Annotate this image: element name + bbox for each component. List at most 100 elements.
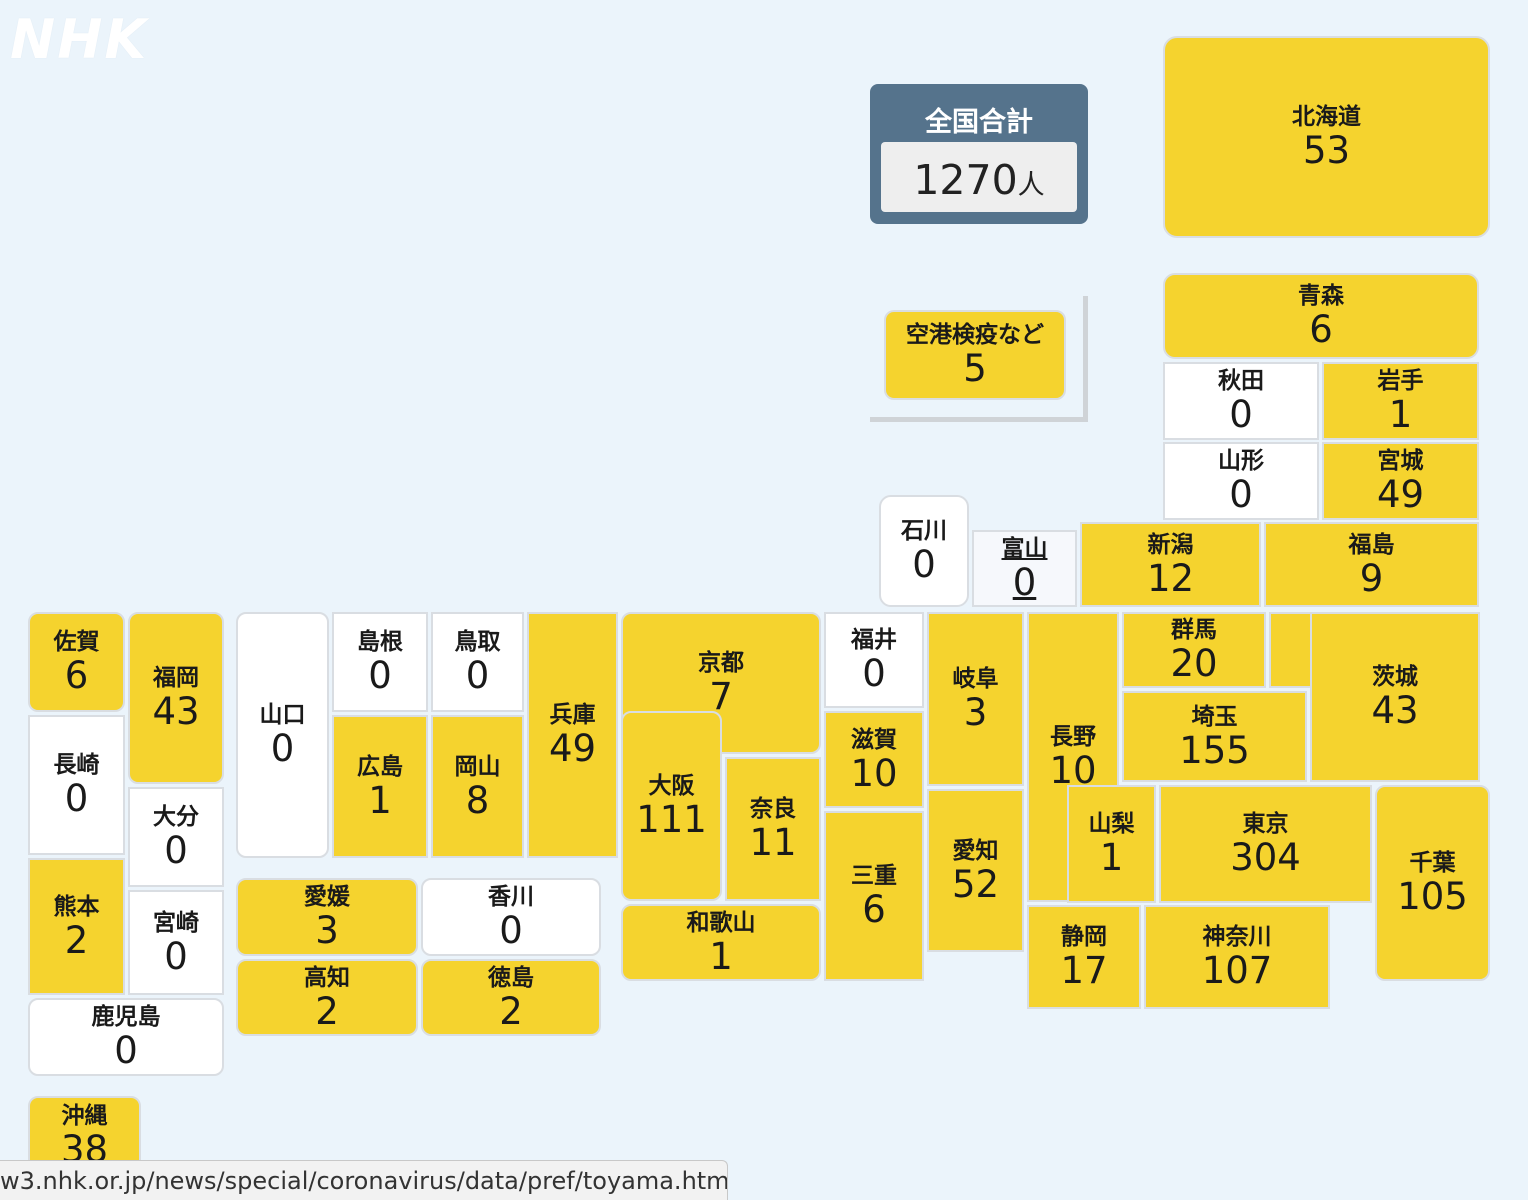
tile-tottori-name: 鳥取 [454, 629, 501, 655]
tile-ishikawa[interactable]: 石川 0 [879, 495, 969, 607]
tile-yamanashi[interactable]: 山梨 1 [1067, 785, 1156, 903]
tile-chiba-name: 千葉 [1409, 850, 1456, 876]
tile-miyazaki[interactable]: 宮崎 0 [128, 890, 224, 995]
tile-aomori[interactable]: 青森 6 [1163, 273, 1479, 359]
tile-tokyo-name: 東京 [1242, 811, 1289, 837]
tile-hiroshima-name: 広島 [357, 753, 403, 780]
tile-kumamoto-count: 2 [64, 918, 89, 962]
tile-shiga-count: 10 [850, 751, 898, 795]
tile-nagasaki-name: 長崎 [53, 752, 100, 778]
tile-tokyo-count: 304 [1230, 836, 1301, 879]
tile-fukuoka[interactable]: 福岡 43 [128, 612, 224, 784]
tile-miyazaki-name: 宮崎 [153, 909, 199, 936]
tile-tokyo[interactable]: 東京 304 [1159, 785, 1372, 903]
tile-kumamoto[interactable]: 熊本 2 [28, 858, 125, 995]
tile-kyoto-name: 京都 [698, 650, 744, 676]
tile-aichi[interactable]: 愛知 52 [927, 789, 1024, 952]
tile-toyama[interactable]: 富山 0 [972, 530, 1077, 607]
tile-gifu[interactable]: 岐阜 3 [927, 612, 1024, 786]
tile-tokushima-name: 徳島 [488, 964, 534, 991]
tile-mie[interactable]: 三重 6 [824, 811, 924, 981]
tile-hiroshima[interactable]: 広島 1 [332, 715, 428, 858]
tile-gunma-count: 20 [1170, 642, 1218, 685]
tile-airport-count: 5 [963, 347, 987, 390]
tile-mie-count: 6 [862, 888, 886, 931]
tile-saga[interactable]: 佐賀 6 [28, 612, 125, 712]
tile-shiga[interactable]: 滋賀 10 [824, 711, 924, 808]
tile-osaka[interactable]: 大阪 111 [621, 711, 722, 901]
tile-hokkaido-name: 北海道 [1292, 104, 1361, 130]
tile-yamagata[interactable]: 山形 0 [1163, 442, 1319, 520]
tile-akita[interactable]: 秋田 0 [1163, 362, 1319, 440]
tile-aomori-count: 6 [1309, 308, 1333, 351]
tile-hyogo-name: 兵庫 [549, 702, 596, 728]
national-total-value: 1270人 [881, 142, 1077, 212]
tile-nagasaki[interactable]: 長崎 0 [28, 715, 125, 855]
tile-ishikawa-count: 0 [912, 543, 936, 586]
tile-ehime-count: 3 [315, 909, 339, 952]
tile-saitama[interactable]: 埼玉 155 [1122, 691, 1307, 782]
tile-yamanashi-count: 1 [1099, 836, 1124, 879]
tile-yamaguchi-count: 0 [270, 727, 295, 770]
tile-osaka-name: 大阪 [648, 773, 695, 799]
tile-hyogo-count: 49 [548, 727, 597, 770]
tile-tottori[interactable]: 鳥取 0 [431, 612, 524, 712]
tile-toyama-count: 0 [1012, 560, 1037, 604]
tile-hokkaido[interactable]: 北海道 53 [1163, 36, 1490, 238]
tile-chiba[interactable]: 千葉 105 [1375, 785, 1490, 981]
tile-niigata[interactable]: 新潟 12 [1080, 522, 1261, 607]
tile-fukui-name: 福井 [851, 627, 897, 653]
tile-yamaguchi-name: 山口 [259, 702, 306, 728]
tile-kanagawa[interactable]: 神奈川 107 [1144, 905, 1330, 1009]
tile-tokushima-count: 2 [499, 989, 523, 1033]
tile-fukushima-count: 9 [1359, 556, 1384, 600]
tile-miyazaki-count: 0 [164, 934, 188, 978]
tile-miyagi-name: 宮城 [1377, 448, 1424, 474]
tile-gunma[interactable]: 群馬 20 [1122, 612, 1266, 688]
tile-akita-count: 0 [1229, 393, 1253, 436]
tile-toyama-name: 富山 [1001, 535, 1048, 562]
tile-saitama-name: 埼玉 [1191, 703, 1238, 730]
tile-hyogo[interactable]: 兵庫 49 [527, 612, 618, 858]
tile-kagawa-count: 0 [499, 909, 523, 952]
tile-tokushima[interactable]: 徳島 2 [421, 959, 601, 1036]
tile-kanagawa-name: 神奈川 [1202, 924, 1272, 950]
tile-airport-name: 空港検疫など [906, 322, 1044, 348]
tile-airport-quarantine[interactable]: 空港検疫など 5 [884, 310, 1066, 400]
tile-nagano-count: 10 [1049, 749, 1097, 792]
tile-hokkaido-count: 53 [1302, 129, 1351, 172]
tile-shimane[interactable]: 島根 0 [332, 612, 428, 712]
tile-oita[interactable]: 大分 0 [128, 787, 224, 887]
status-bar-url: w3.nhk.or.jp/news/special/coronavirus/da… [0, 1160, 728, 1200]
tile-akita-name: 秋田 [1218, 368, 1264, 394]
tile-kochi[interactable]: 高知 2 [236, 959, 418, 1036]
tile-kagoshima[interactable]: 鹿児島 0 [28, 998, 224, 1076]
tile-hiroshima-count: 1 [368, 778, 392, 822]
tile-wakayama[interactable]: 和歌山 1 [621, 904, 821, 981]
tile-nara[interactable]: 奈良 11 [725, 757, 821, 901]
tile-fukuoka-name: 福岡 [153, 665, 199, 691]
tile-kagoshima-name: 鹿児島 [91, 1004, 161, 1030]
tile-yamagata-name: 山形 [1218, 448, 1264, 474]
tile-aomori-name: 青森 [1298, 283, 1344, 309]
tile-iwate[interactable]: 岩手 1 [1322, 362, 1479, 440]
tile-shizuoka[interactable]: 静岡 17 [1027, 905, 1141, 1009]
tile-fukui[interactable]: 福井 0 [824, 612, 924, 708]
tile-shimane-name: 島根 [357, 629, 403, 655]
tile-fukushima-name: 福島 [1348, 531, 1395, 558]
tile-fukuoka-count: 43 [152, 690, 200, 733]
tile-ehime[interactable]: 愛媛 3 [236, 878, 418, 956]
tile-ibaraki-name: 茨城 [1372, 664, 1418, 690]
tile-kochi-name: 高知 [304, 964, 350, 991]
tile-kagawa[interactable]: 香川 0 [421, 878, 601, 956]
tile-yamaguchi[interactable]: 山口 0 [236, 612, 329, 858]
tile-wakayama-count: 1 [709, 934, 733, 978]
tile-miyagi[interactable]: 宮城 49 [1322, 442, 1479, 520]
tile-okayama[interactable]: 岡山 8 [431, 715, 524, 858]
tile-ibaraki[interactable]: 茨城 43 [1310, 612, 1480, 782]
tile-oita-name: 大分 [153, 804, 199, 830]
tile-okayama-count: 8 [465, 778, 490, 822]
tile-fukushima[interactable]: 福島 9 [1264, 522, 1479, 607]
tile-nagano-name: 長野 [1050, 724, 1096, 750]
tile-nagasaki-count: 0 [64, 777, 89, 820]
